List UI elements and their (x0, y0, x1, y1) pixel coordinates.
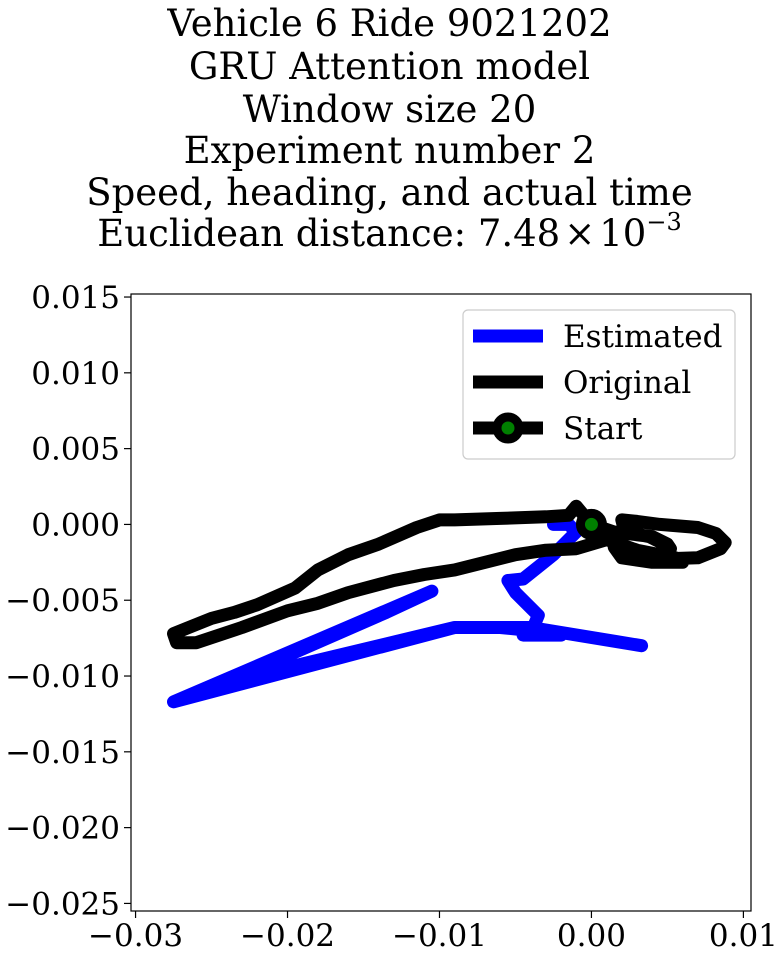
x-tick-label: 0.00 (557, 918, 626, 954)
y-tick-label: 0.000 (31, 507, 120, 543)
legend: Estimated Original Start (462, 309, 736, 460)
y-axis: 0.015 0.010 0.005 0.000 −0.005 −0.010 −0.015 −0… (5, 280, 131, 922)
y-tick-label: 0.010 (31, 356, 120, 392)
title-distance-base: 10 (599, 212, 647, 255)
y-tick-label: −0.005 (5, 583, 120, 619)
title-line-1: Vehicle 6 Ride 9021202 (167, 2, 612, 45)
axes-frame (130, 293, 752, 912)
x-tick-label: −0.02 (240, 918, 335, 954)
x-tick-label: 0.01 (709, 918, 778, 954)
legend-estimated-label: Estimated (563, 319, 722, 355)
y-tick-label: −0.025 (5, 886, 120, 922)
title-distance-times: × (564, 212, 596, 255)
y-tick-label: 0.015 (31, 280, 120, 316)
y-tick-label: 0.005 (31, 432, 120, 468)
title-distance-exponent: −3 (646, 208, 682, 236)
legend-start-label: Start (563, 411, 643, 447)
legend-start-marker (492, 412, 524, 444)
x-tick-label: −0.03 (88, 918, 183, 954)
series-line-estimated (167, 517, 649, 709)
title-line-2: GRU Attention model (188, 45, 591, 88)
y-tick-label: −0.010 (5, 659, 120, 695)
x-axis: −0.03 −0.02 −0.01 0.00 0.01 (88, 911, 778, 954)
title-line-3: Window size 20 (242, 88, 537, 131)
marker-layer (575, 508, 607, 540)
series-line-original (167, 499, 732, 650)
series-layer (167, 499, 732, 709)
title-line-4: Experiment number 2 (183, 129, 596, 172)
y-tick-label: −0.015 (5, 735, 120, 771)
legend-original-label: Original (563, 365, 691, 401)
title-distance-prefix: Euclidean distance: 7.48 (97, 212, 561, 255)
title-line-5: Speed, heading, and actual time (86, 171, 693, 214)
x-tick-label: −0.01 (392, 918, 487, 954)
start-marker (575, 508, 607, 540)
title-line-6: Euclidean distance: 7.48 × 10−3 (0, 210, 779, 255)
y-tick-label: −0.020 (5, 811, 120, 847)
